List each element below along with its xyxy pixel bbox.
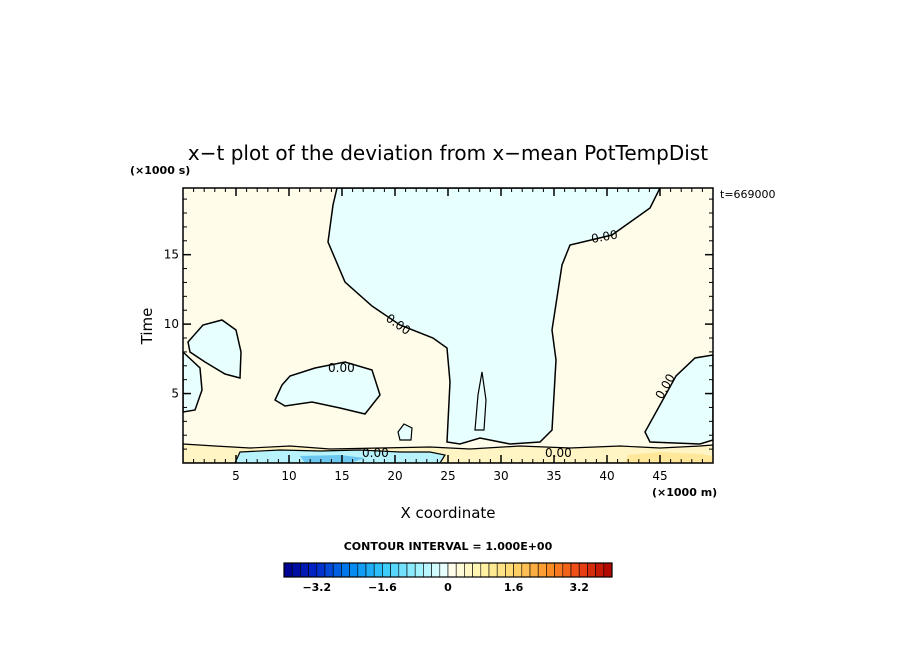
y-unit-label: (×1000 s) xyxy=(130,164,190,177)
negative-region-left-edge xyxy=(183,350,203,413)
x-tick-label: 25 xyxy=(440,469,455,483)
colorbar-cell xyxy=(431,562,441,578)
colorbar-tick-label: 0 xyxy=(444,581,452,594)
colorbar-cell xyxy=(513,562,523,578)
colorbar-cell xyxy=(414,562,424,578)
colorbar-cell xyxy=(349,562,359,578)
colorbar-cell xyxy=(308,562,318,578)
contour-label: 0.00 xyxy=(328,361,355,375)
negative-region-right xyxy=(644,354,713,445)
colorbar-tick-label: −3.2 xyxy=(302,581,331,594)
colorbar-cell xyxy=(341,562,350,578)
colorbar-cell xyxy=(554,562,564,578)
colorbar-cell xyxy=(316,562,326,578)
contour-interval-text: CONTOUR INTERVAL = 1.000E+00 xyxy=(344,540,553,553)
colorbar-cell xyxy=(439,562,449,578)
contour-fields xyxy=(183,188,713,463)
x-tick-label: 45 xyxy=(652,469,667,483)
colorbar-cell xyxy=(382,562,391,578)
y-axis-title: Time xyxy=(138,308,156,346)
negative-region-tongue xyxy=(474,371,487,431)
contour-label: 0.00 xyxy=(362,446,389,460)
colorbar-cell xyxy=(300,562,309,578)
colorbar-cell xyxy=(324,562,334,578)
colorbar-cell xyxy=(390,562,400,578)
colorbar-cell xyxy=(357,562,367,578)
negative-region-small xyxy=(397,423,413,441)
chart-title: x−t plot of the deviation from x−mean Po… xyxy=(188,141,708,165)
colorbar-cell xyxy=(480,562,490,578)
colorbar-cell xyxy=(406,562,416,578)
x-tick-label: 35 xyxy=(546,469,561,483)
time-stamp: t=669000 xyxy=(720,188,776,201)
y-tick-label: 5 xyxy=(171,387,179,401)
colorbar-cell xyxy=(587,562,596,578)
colorbar-cell xyxy=(332,562,342,578)
colorbar-cell xyxy=(529,562,539,578)
negative-region-central xyxy=(327,188,661,445)
negative-region-middle xyxy=(274,361,381,415)
x-axis-title: X coordinate xyxy=(400,504,495,522)
colorbar-cell xyxy=(488,562,498,578)
contour-label: 0.00 xyxy=(590,228,619,246)
colorbar-cell xyxy=(603,562,613,578)
colorbar-cell xyxy=(496,562,506,578)
positive-core-bottom-right xyxy=(625,452,713,463)
y-tick-label: 10 xyxy=(164,317,179,331)
colorbar-cell xyxy=(562,562,572,578)
colorbar-cell xyxy=(423,562,432,578)
colorbar-cell xyxy=(464,562,473,578)
negative-core-bottom xyxy=(300,455,365,463)
x-tick-label: 15 xyxy=(334,469,349,483)
colorbar-cell xyxy=(578,562,588,578)
x-tick-label: 30 xyxy=(493,469,508,483)
x-unit-label: (×1000 m) xyxy=(652,486,717,499)
colorbar-frame xyxy=(283,562,613,578)
colorbar-tick-label: 3.2 xyxy=(569,581,589,594)
colorbar-cell xyxy=(472,562,482,578)
y-tick-label: 15 xyxy=(164,248,179,262)
colorbar-cell xyxy=(595,562,605,578)
colorbar-tick-label: −1.6 xyxy=(368,581,397,594)
colorbar-cell xyxy=(521,562,531,578)
colorbar-cell xyxy=(505,562,514,578)
x-tick-label: 5 xyxy=(232,469,240,483)
negative-region-left xyxy=(187,319,242,379)
colorbar-cell xyxy=(398,562,408,578)
x-tick-label: 10 xyxy=(281,469,296,483)
colorbar-tick-label: 1.6 xyxy=(504,581,524,594)
colorbar-cell xyxy=(373,562,383,578)
colorbar-cell xyxy=(283,562,293,578)
x-tick-label: 40 xyxy=(599,469,614,483)
x-tick-label: 20 xyxy=(387,469,402,483)
colorbar-cell xyxy=(455,562,465,578)
colorbar-cell xyxy=(537,562,547,578)
colorbar-cell xyxy=(365,562,375,578)
contour-label: 0.00 xyxy=(545,446,572,460)
colorbar-cell xyxy=(447,562,457,578)
colorbar-cell xyxy=(570,562,580,578)
axes: 5 10 15 20 25 30 35 40 45 5 10 15 xyxy=(164,187,714,483)
colorbar-cell xyxy=(546,562,555,578)
colorbar: −3.2 −1.6 0 1.6 3.2 xyxy=(283,562,613,594)
colorbar-cell xyxy=(291,562,301,578)
